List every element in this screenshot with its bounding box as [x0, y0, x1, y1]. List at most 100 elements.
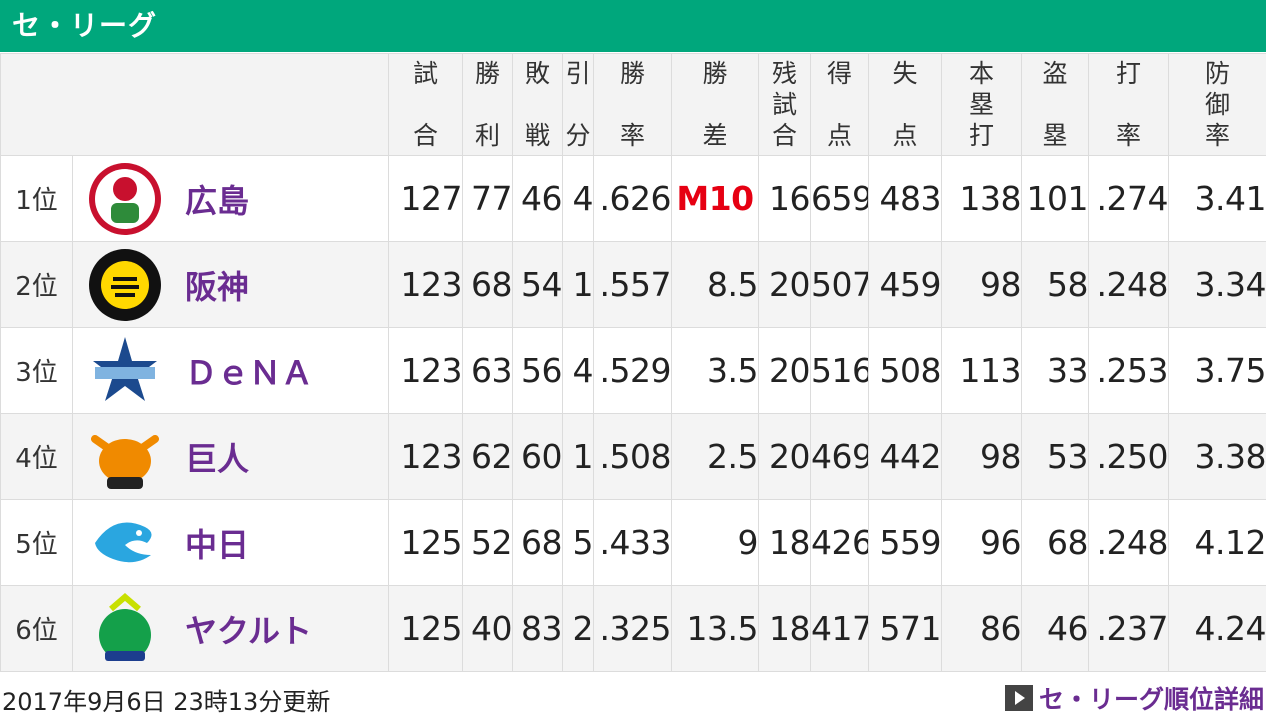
stat-remaining: 18: [758, 585, 811, 672]
stat-games-behind: M10: [671, 155, 759, 242]
stat-games-behind: 8.5: [671, 241, 759, 328]
stat-batting-avg: .274: [1088, 155, 1169, 242]
team-cell[interactable]: 巨人: [72, 413, 389, 500]
col-stolen-bases: 盗塁: [1021, 53, 1089, 156]
stat-win-pct: .508: [593, 413, 672, 500]
stat-era: 3.38: [1168, 413, 1266, 500]
stat-stolen-bases: 58: [1021, 241, 1089, 328]
stat-wins: 52: [462, 499, 513, 586]
stat-batting-avg: .250: [1088, 413, 1169, 500]
team-name-link[interactable]: 阪神: [185, 267, 250, 306]
stat-runs-allowed: 483: [868, 155, 942, 242]
stat-batting-avg: .248: [1088, 499, 1169, 586]
team-row: 4位 巨人 123 62 60 1.508 2.5 20 469 442 98 53.250 3.38: [0, 413, 1266, 500]
stat-games-behind: 3.5: [671, 327, 759, 414]
stat-win-pct: .529: [593, 327, 672, 414]
stat-remaining: 20: [758, 241, 811, 328]
stat-losses: 83: [512, 585, 563, 672]
stat-home-runs: 113: [941, 327, 1022, 414]
col-games-behind: 勝差: [671, 53, 759, 156]
stat-wins: 63: [462, 327, 513, 414]
stat-runs-allowed: 559: [868, 499, 942, 586]
team-cell[interactable]: ＤｅＮＡ: [72, 327, 389, 414]
stat-win-pct: .433: [593, 499, 672, 586]
stat-batting-avg: .248: [1088, 241, 1169, 328]
header-blank: [0, 53, 389, 156]
stat-batting-avg: .237: [1088, 585, 1169, 672]
stat-stolen-bases: 46: [1021, 585, 1089, 672]
col-runs-scored: 得点: [810, 53, 869, 156]
col-home-runs: 本塁打: [941, 53, 1022, 156]
stat-games: 125: [388, 585, 463, 672]
team-cell[interactable]: ヤクルト: [72, 585, 389, 672]
league-title: セ・リーグ: [12, 9, 158, 42]
standings-detail-label: セ・リーグ順位詳細: [1038, 685, 1264, 714]
stat-home-runs: 98: [941, 413, 1022, 500]
stat-remaining: 18: [758, 499, 811, 586]
stat-draws: 4: [562, 155, 594, 242]
stat-losses: 54: [512, 241, 563, 328]
stat-losses: 56: [512, 327, 563, 414]
team-row: 3位 ＤｅＮＡ 123 63 56 4.529 3.5 20 516 508 113 33.253 3.…: [0, 327, 1266, 414]
stat-runs-allowed: 571: [868, 585, 942, 672]
stat-remaining: 16: [758, 155, 811, 242]
team-cell[interactable]: 広島: [72, 155, 389, 242]
stat-runs-scored: 659: [810, 155, 869, 242]
baystars-logo: [93, 336, 157, 401]
stat-wins: 62: [462, 413, 513, 500]
stat-home-runs: 86: [941, 585, 1022, 672]
stat-draws: 1: [562, 241, 594, 328]
team-row: 6位 ヤクルト 125 40 83 2.325 13.5 18 417 571 86 46.237 4.…: [0, 585, 1266, 672]
standings-detail-link[interactable]: セ・リーグ順位詳細: [1004, 680, 1264, 716]
stat-runs-scored: 516: [810, 327, 869, 414]
col-batting-avg: 打率: [1088, 53, 1169, 156]
stat-draws: 1: [562, 413, 594, 500]
stat-runs-allowed: 442: [868, 413, 942, 500]
stat-draws: 5: [562, 499, 594, 586]
team-cell[interactable]: 阪神: [72, 241, 389, 328]
stat-losses: 60: [512, 413, 563, 500]
stat-runs-scored: 417: [810, 585, 869, 672]
stat-era: 4.12: [1168, 499, 1266, 586]
stat-runs-scored: 469: [810, 413, 869, 500]
stat-home-runs: 98: [941, 241, 1022, 328]
team-name-link[interactable]: ヤクルト: [185, 611, 313, 650]
stat-draws: 2: [562, 585, 594, 672]
col-losses: 敗戦: [512, 53, 563, 156]
stat-era: 3.34: [1168, 241, 1266, 328]
col-era: 防御率: [1168, 53, 1266, 156]
team-name-link[interactable]: ＤｅＮＡ: [185, 353, 314, 392]
stat-runs-allowed: 508: [868, 327, 942, 414]
col-draws: 引分: [562, 53, 594, 156]
team-cell[interactable]: 中日: [72, 499, 389, 586]
stat-wins: 77: [462, 155, 513, 242]
stat-win-pct: .557: [593, 241, 672, 328]
stat-batting-avg: .253: [1088, 327, 1169, 414]
team-rank: 3位: [0, 327, 73, 414]
stat-win-pct: .626: [593, 155, 672, 242]
stat-games: 127: [388, 155, 463, 242]
stat-era: 3.75: [1168, 327, 1266, 414]
stat-stolen-bases: 68: [1021, 499, 1089, 586]
stat-losses: 46: [512, 155, 563, 242]
stat-games: 123: [388, 413, 463, 500]
stat-win-pct: .325: [593, 585, 672, 672]
stat-losses: 68: [512, 499, 563, 586]
stat-games-behind: 2.5: [671, 413, 759, 500]
stat-home-runs: 138: [941, 155, 1022, 242]
stat-stolen-bases: 33: [1021, 327, 1089, 414]
swallows-logo: [99, 592, 151, 661]
stat-stolen-bases: 101: [1021, 155, 1089, 242]
stat-wins: 40: [462, 585, 513, 672]
team-name-link[interactable]: 巨人: [185, 439, 250, 478]
stat-home-runs: 96: [941, 499, 1022, 586]
stat-runs-scored: 507: [810, 241, 869, 328]
team-rank: 5位: [0, 499, 73, 586]
team-rank: 2位: [0, 241, 73, 328]
team-name-link[interactable]: 広島: [185, 181, 250, 220]
team-rank: 6位: [0, 585, 73, 672]
standings-table: 試合 勝利 敗戦 引分 勝率 勝差 残試合 得点 失点 本塁打 盗塁 打率 防御…: [0, 53, 1266, 672]
team-name-link[interactable]: 中日: [185, 525, 250, 564]
stat-remaining: 20: [758, 413, 811, 500]
stat-era: 4.24: [1168, 585, 1266, 672]
